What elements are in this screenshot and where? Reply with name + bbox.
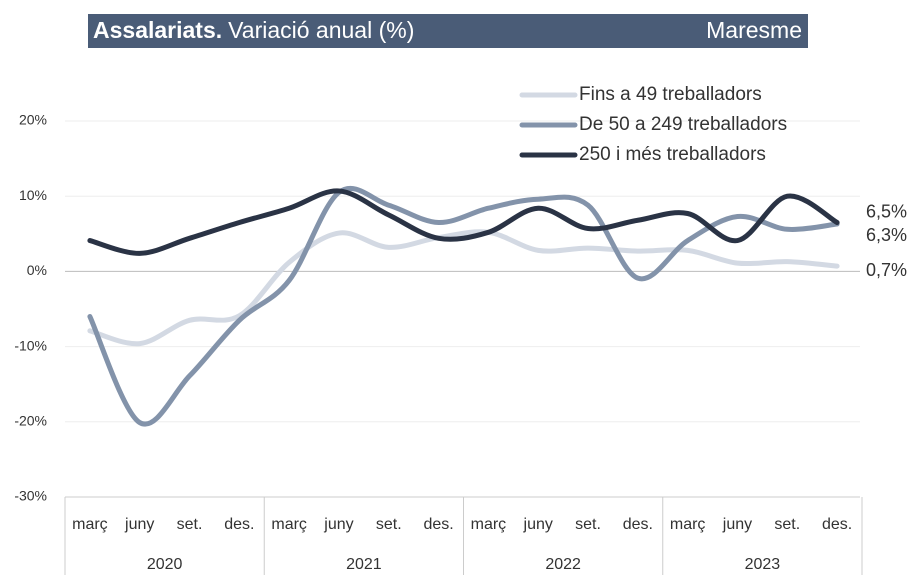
year-label: 2020 xyxy=(147,556,183,573)
title-main: Assalariats. xyxy=(93,17,222,43)
year-label: 2022 xyxy=(545,556,581,573)
legend-label: 250 i més treballadors xyxy=(579,144,766,165)
year-label: 2023 xyxy=(745,556,781,573)
value-label: 6,5% xyxy=(866,201,907,221)
x-tick-label: març xyxy=(471,516,507,533)
x-tick-label: des. xyxy=(224,516,254,533)
title-bar xyxy=(88,14,808,48)
series-line xyxy=(87,229,840,347)
x-tick-label: des. xyxy=(423,516,453,533)
legend-label: De 50 a 249 treballadors xyxy=(579,114,787,135)
legend-label: Fins a 49 treballadors xyxy=(579,84,762,105)
x-tick-label: juny xyxy=(124,516,154,533)
x-tick-label: des. xyxy=(623,516,653,533)
region: Maresme xyxy=(706,17,802,43)
series-line xyxy=(87,185,840,427)
series-line xyxy=(87,188,840,256)
y-tick-label: 20% xyxy=(19,112,47,128)
x-tick-label: des. xyxy=(822,516,852,533)
x-tick-label: set. xyxy=(774,516,800,533)
x-tick-label: març xyxy=(72,516,108,533)
value-label: 0,7% xyxy=(866,260,907,280)
y-tick-label: -20% xyxy=(14,413,47,429)
year-label: 2021 xyxy=(346,556,382,573)
y-tick-label: -30% xyxy=(14,488,47,504)
value-label: 6,3% xyxy=(866,225,907,245)
x-tick-label: set. xyxy=(575,516,601,533)
subtitle: Variació anual (%) xyxy=(228,17,414,43)
x-tick-label: juny xyxy=(323,516,353,533)
x-tick-label: març xyxy=(271,516,307,533)
x-tick-label: set. xyxy=(376,516,402,533)
x-tick-label: juny xyxy=(722,516,752,533)
x-tick-label: juny xyxy=(523,516,553,533)
title: Assalariats. Variació anual (%) xyxy=(93,17,414,43)
x-tick-label: set. xyxy=(177,516,203,533)
y-tick-label: -10% xyxy=(14,337,47,353)
x-tick-label: març xyxy=(670,516,706,533)
y-tick-label: 0% xyxy=(27,262,47,278)
y-tick-label: 10% xyxy=(19,187,47,203)
